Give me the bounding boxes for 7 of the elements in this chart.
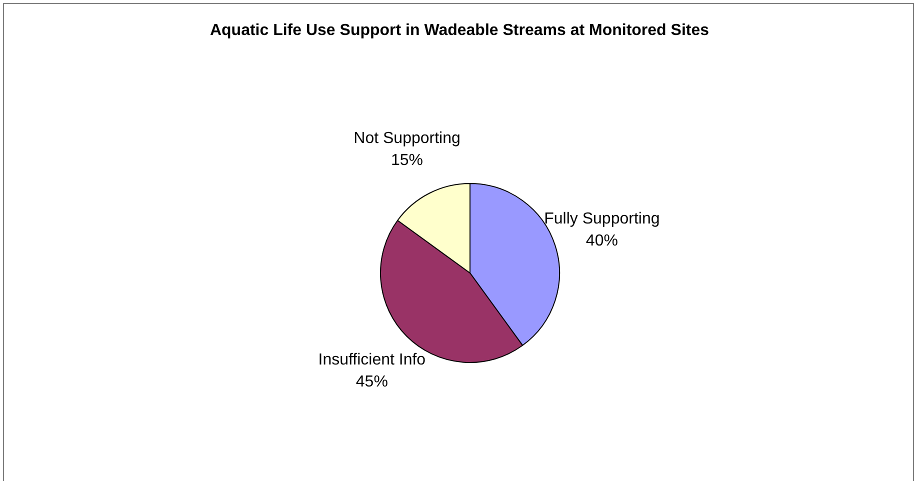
slice-label: Fully Supporting (544, 210, 660, 228)
data-label: 40% (586, 232, 618, 250)
data-label: 45% (356, 374, 388, 390)
slice-label: Not Supporting (354, 130, 460, 147)
chart-title: Aquatic Life Use Support in Wadeable Streams at Monitored Sites (208, 22, 710, 40)
data-label: 15% (391, 152, 424, 169)
slice-label: Insufficient Info (318, 352, 426, 368)
